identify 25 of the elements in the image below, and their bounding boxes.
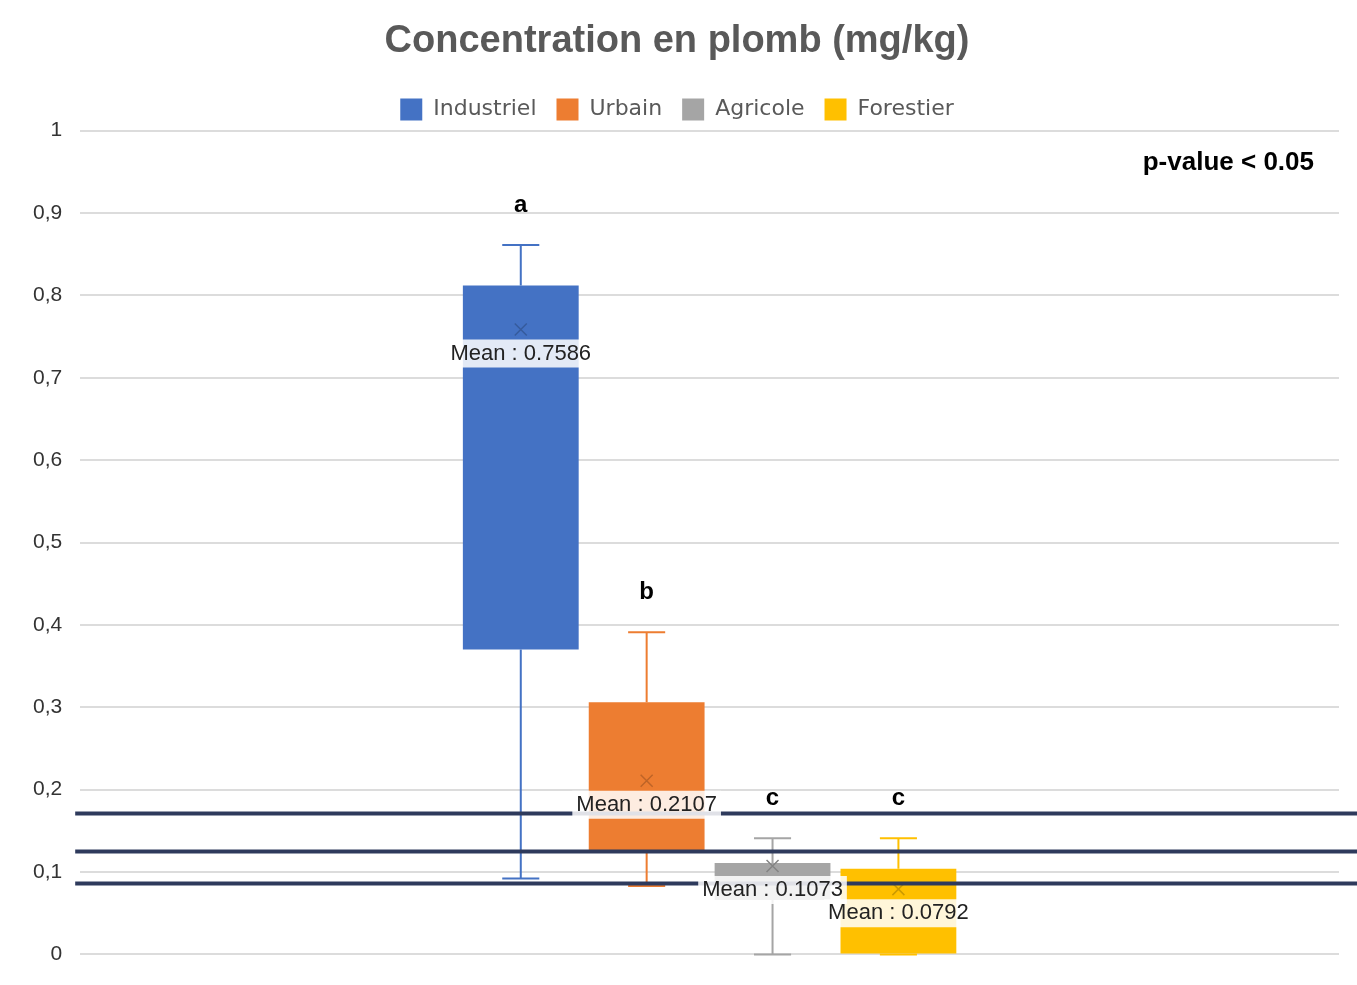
y-tick-label: 0,5 — [32, 529, 63, 553]
legend-label: Agricole — [715, 95, 805, 121]
y-tick-label: 0,6 — [32, 446, 63, 470]
y-tick-label: 0,7 — [32, 364, 63, 388]
y-tick-label: 0,8 — [32, 282, 63, 306]
legend-label: Forestier — [857, 95, 955, 121]
annotation: b — [639, 576, 654, 604]
y-tick-label: 0,2 — [32, 776, 63, 800]
y-tick-label: 1 — [50, 117, 63, 141]
annotation: p-value < 0.05 — [1142, 145, 1314, 176]
annotation: Mean : 0.2107 — [576, 790, 717, 816]
annotation: Mean : 0.0792 — [828, 899, 969, 925]
legend-label: Industriel — [433, 95, 537, 121]
y-tick-label: 0,9 — [32, 199, 63, 223]
y-tick-label: 0,4 — [32, 611, 63, 635]
legend-label: Urbain — [589, 95, 663, 121]
annotation: c — [891, 782, 906, 810]
y-tick-label: 0 — [50, 941, 63, 965]
annotation: c — [765, 782, 780, 810]
y-tick-label: 0,1 — [32, 858, 63, 882]
annotation: Mean : 0.1073 — [702, 876, 843, 902]
chart-title: Concentration en plomb (mg/kg) — [384, 18, 970, 61]
annotation: a — [514, 189, 529, 217]
annotation: Mean : 0.7586 — [450, 339, 592, 365]
y-tick-label: 0,3 — [32, 694, 63, 718]
